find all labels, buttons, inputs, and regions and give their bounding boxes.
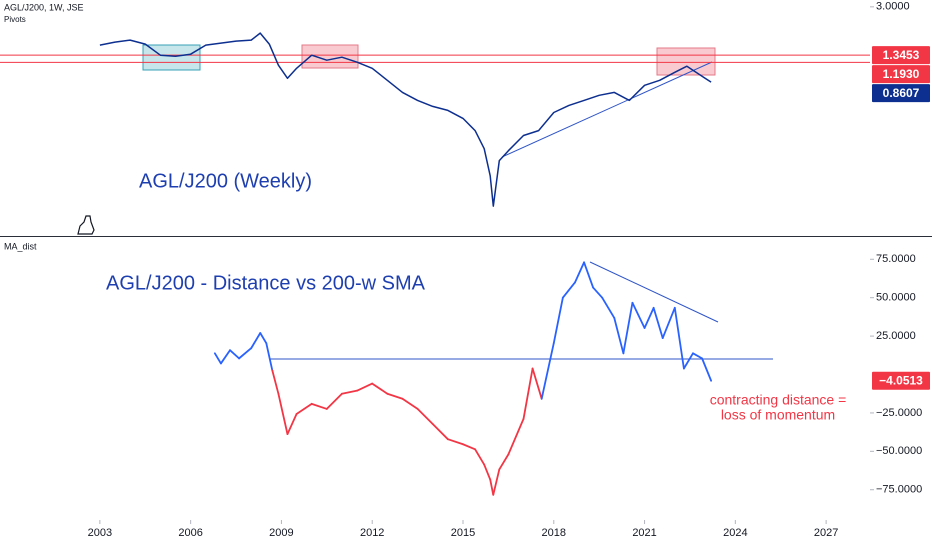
y-tick-label: −75.0000 [876, 484, 922, 496]
distance-line [483, 463, 492, 481]
distance-line [431, 423, 449, 441]
distance-line [462, 443, 476, 451]
y-tick-label: 75.0000 [876, 253, 916, 265]
x-tick-label: 2015 [451, 527, 475, 539]
distance-line [622, 301, 634, 355]
distance-line [692, 352, 703, 360]
annotation: AGL/J200 (Weekly) [139, 170, 312, 192]
x-tick-label: 2009 [269, 527, 293, 539]
y-tick-label: −25.0000 [876, 407, 922, 419]
trend-line [501, 61, 713, 158]
distance-line [229, 349, 240, 360]
logo-icon [77, 215, 95, 235]
distance-line [250, 332, 262, 350]
distance-line [583, 261, 595, 289]
distance-line [701, 357, 713, 382]
annotation: AGL/J200 - Distance vs 200-w SMA [106, 272, 426, 294]
distance-line [474, 448, 486, 466]
distance-line [265, 342, 274, 372]
distance-line [592, 286, 604, 299]
price-line [99, 32, 712, 207]
distance-line [271, 369, 280, 395]
distance-line [286, 413, 298, 436]
x-tick-label: 2012 [360, 527, 384, 539]
pivot-box [656, 47, 716, 76]
distance-line [492, 468, 501, 496]
y-tick-label: 25.0000 [876, 330, 916, 342]
distance-line [325, 392, 343, 410]
distance-line [682, 352, 694, 370]
distance-line [259, 332, 268, 345]
x-tick-label: 2003 [88, 527, 112, 539]
distance-line [661, 306, 676, 339]
distance-line [631, 301, 646, 329]
distance-line [574, 261, 585, 284]
distance-line [652, 306, 664, 339]
distance-line [213, 352, 222, 365]
price-label-box [872, 65, 930, 84]
price-label: 1.1930 [883, 67, 920, 81]
distance-line [341, 389, 358, 395]
distance-line [238, 347, 253, 360]
distance-line [643, 306, 655, 329]
distance-line [371, 382, 389, 395]
note: loss of momentum [721, 407, 835, 423]
price-label: −4.0513 [879, 373, 923, 387]
x-tick-label: 2018 [542, 527, 566, 539]
distance-line [540, 342, 555, 400]
pane-title: AGL/J200, 1W, JSE [4, 2, 84, 12]
indicator-label: Pivots [4, 15, 26, 24]
x-tick-label: 2027 [814, 527, 838, 539]
price-label: 1.3453 [883, 48, 920, 62]
price-label-box [872, 46, 930, 65]
distance-line [310, 402, 328, 410]
distance-line [561, 281, 576, 299]
y-tick-label: −50.0000 [876, 445, 922, 457]
distance-line [531, 367, 543, 400]
distance-line [401, 397, 419, 410]
distance-line [356, 382, 374, 392]
x-tick-label: 2024 [723, 527, 747, 539]
distance-line [522, 367, 534, 420]
distance-line [386, 392, 404, 400]
distance-line [277, 392, 289, 436]
distance-line [601, 296, 616, 319]
distance-line [552, 296, 564, 345]
note: contracting distance = [710, 392, 847, 408]
price-label-box [872, 84, 930, 103]
x-tick-label: 2021 [632, 527, 656, 539]
trend-line [589, 261, 719, 323]
pane-title: MA_dist [4, 241, 37, 251]
distance-line [613, 317, 625, 355]
price-label: 0.8607 [883, 86, 920, 100]
distance-line [295, 402, 313, 415]
distance-line [498, 453, 510, 471]
distance-line [673, 306, 685, 370]
y-tick-label: 50.0000 [876, 292, 916, 304]
distance-line [507, 418, 525, 456]
distance-line [416, 408, 434, 425]
distance-line [446, 438, 464, 446]
price-label-box [872, 371, 930, 390]
distance-line [489, 478, 495, 496]
x-tick-label: 2006 [178, 527, 202, 539]
y-tick-label: 3.0000 [876, 1, 910, 13]
distance-line [220, 349, 231, 365]
